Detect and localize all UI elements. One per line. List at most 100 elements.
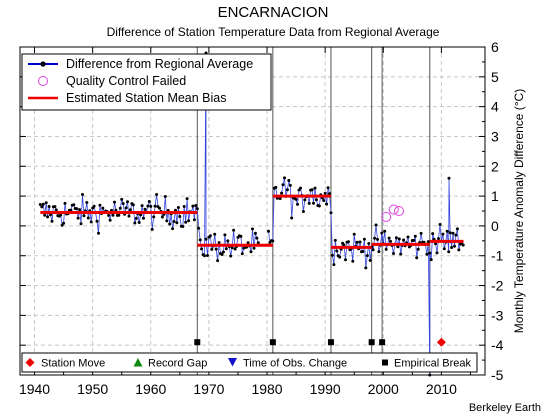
- y-tick-label: 0: [491, 218, 499, 234]
- data-point: [406, 235, 410, 239]
- y-axis-label: Monthly Temperature Anomaly Difference (…: [512, 89, 526, 333]
- empirical-break-marker: [194, 339, 201, 346]
- data-point: [133, 221, 137, 225]
- data-point: [81, 193, 84, 196]
- data-point: [455, 227, 459, 231]
- data-point: [46, 215, 50, 219]
- data-point: [142, 216, 145, 220]
- data-point: [221, 250, 225, 254]
- y-tick-label: -3: [491, 307, 504, 323]
- bottom-legend-tobs: Time of Obs. Change: [243, 358, 347, 370]
- data-point: [82, 214, 86, 218]
- data-point: [287, 179, 291, 182]
- data-point: [158, 206, 161, 210]
- data-point: [267, 229, 270, 233]
- data-point: [232, 228, 236, 232]
- data-point: [368, 258, 372, 262]
- data-point: [364, 266, 368, 270]
- data-point: [416, 247, 420, 251]
- credit-text: Berkeley Earth: [469, 402, 541, 414]
- x-tick-label: 1980: [251, 381, 282, 397]
- data-point: [213, 232, 217, 236]
- data-point: [195, 207, 199, 211]
- data-point: [226, 239, 230, 243]
- data-point: [457, 248, 461, 252]
- data-point: [149, 204, 153, 208]
- data-point: [233, 247, 237, 251]
- data-point: [312, 201, 315, 205]
- data-point: [442, 247, 446, 251]
- data-point: [278, 197, 282, 201]
- data-point: [274, 185, 278, 189]
- data-point: [114, 208, 118, 212]
- data-point: [413, 234, 417, 238]
- x-tick-label: 1990: [310, 381, 341, 397]
- data-point: [412, 239, 416, 242]
- data-point: [185, 197, 189, 201]
- chart-subtitle: Difference of Station Temperature Data f…: [107, 25, 440, 39]
- data-point: [197, 226, 201, 230]
- x-tick-label: 2000: [368, 381, 399, 397]
- x-tick-label: 1940: [19, 381, 50, 397]
- data-point: [338, 255, 342, 259]
- time-of-obs-icon: [228, 358, 237, 367]
- data-point: [95, 219, 99, 223]
- data-point: [326, 186, 330, 190]
- data-point: [194, 204, 198, 207]
- data-point: [220, 253, 224, 256]
- data-point: [280, 191, 284, 195]
- data-point: [131, 203, 135, 207]
- data-point: [394, 236, 398, 240]
- data-point: [271, 239, 275, 243]
- data-point: [78, 208, 82, 212]
- data-point: [187, 219, 191, 223]
- data-point: [434, 242, 438, 246]
- data-point: [113, 200, 116, 204]
- data-point: [246, 241, 250, 245]
- data-point: [431, 232, 435, 236]
- data-point: [239, 234, 243, 238]
- data-point: [255, 236, 259, 240]
- data-point: [396, 245, 400, 249]
- legend-box: [21, 53, 272, 111]
- data-point: [435, 251, 439, 255]
- data-point: [160, 215, 164, 219]
- data-point: [367, 242, 371, 245]
- y-tick-label: -5: [491, 367, 504, 383]
- data-point: [329, 211, 333, 215]
- data-point: [322, 199, 326, 202]
- data-point: [40, 205, 44, 209]
- data-point: [97, 231, 100, 235]
- data-point: [182, 205, 186, 208]
- y-tick-label: 6: [491, 39, 499, 55]
- data-point: [249, 250, 253, 254]
- data-point: [333, 238, 337, 242]
- data-point: [152, 215, 156, 219]
- data-point: [147, 200, 151, 203]
- data-point: [69, 208, 73, 212]
- data-point: [450, 246, 454, 249]
- data-point: [85, 201, 89, 204]
- data-point: [335, 249, 339, 253]
- bottom-legend-box: [21, 352, 478, 373]
- data-point: [38, 203, 42, 206]
- data-point: [198, 238, 202, 242]
- data-point: [118, 206, 122, 210]
- data-point: [89, 220, 93, 224]
- data-point: [53, 205, 57, 209]
- data-point: [59, 213, 63, 217]
- data-point: [206, 254, 209, 257]
- data-point: [397, 237, 401, 241]
- data-point: [175, 221, 179, 225]
- data-point: [146, 204, 150, 208]
- data-point: [127, 214, 131, 218]
- data-point: [108, 218, 112, 222]
- data-point: [328, 192, 331, 196]
- data-point: [137, 221, 141, 224]
- data-point: [75, 207, 79, 211]
- bottom-legend-record-gap: Record Gap: [148, 358, 207, 370]
- data-point: [76, 216, 80, 220]
- data-point: [47, 205, 51, 208]
- data-point: [451, 231, 455, 235]
- station-move-icon: [25, 358, 35, 367]
